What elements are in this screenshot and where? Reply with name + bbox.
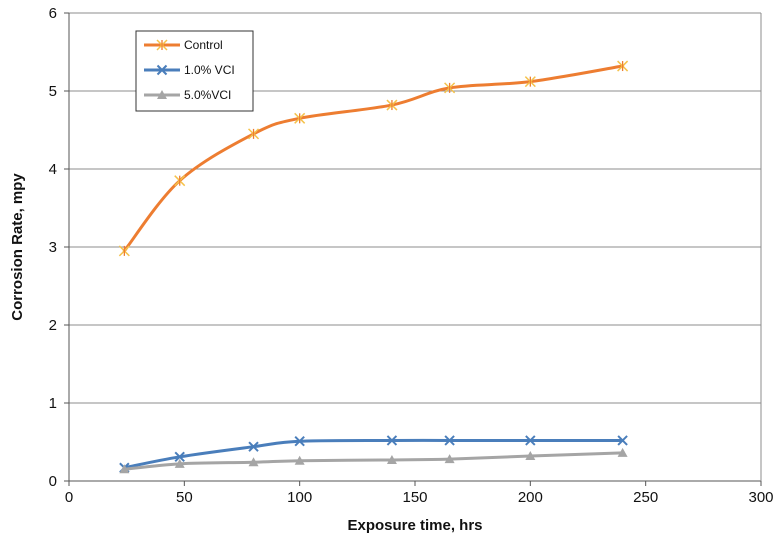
data-point-control: [248, 128, 260, 140]
data-point-5-0-vci: [119, 464, 130, 474]
legend-item-1-0-vci: 1.0% VCI: [144, 63, 235, 77]
y-tick-label: 2: [49, 317, 57, 334]
y-tick-label: 4: [49, 161, 57, 178]
legend-label-1-0-vci: 1.0% VCI: [184, 63, 235, 77]
data-point-control: [444, 82, 456, 94]
data-point-5-0-vci: [294, 455, 305, 465]
data-point-1-0-vci: [444, 435, 455, 446]
data-point-5-0-vci: [174, 458, 185, 468]
y-tick-label: 3: [49, 239, 57, 256]
legend-marker-5-0-vci: [157, 90, 167, 99]
data-point-control: [617, 60, 629, 72]
legend-item-control: Control: [144, 38, 223, 52]
x-tick-label: 200: [518, 489, 543, 506]
data-point-1-0-vci: [174, 451, 185, 463]
data-point-1-0-vci: [386, 435, 398, 446]
data-point-control: [294, 112, 306, 124]
x-tick-label: 250: [633, 489, 658, 506]
data-point-1-0-vci: [248, 441, 259, 452]
data-point-1-0-vci: [617, 435, 628, 446]
series-control: [118, 60, 629, 257]
axis-layer: 0 1 2 3 4 5 6 0 50 100 150 200 250 300: [49, 5, 774, 506]
data-point-5-0-vci: [525, 451, 536, 461]
x-tick-label: 300: [748, 489, 773, 506]
y-tick-label: 0: [49, 473, 57, 490]
y-tick-label: 1: [49, 395, 57, 412]
data-point-5-0-vci: [248, 457, 259, 467]
y-tick-label: 5: [49, 83, 57, 100]
legend-item-5-0-vci: 5.0%VCI: [144, 88, 231, 102]
legend-label-5-0-vci: 5.0%VCI: [184, 88, 231, 102]
data-point-control: [118, 245, 130, 257]
legend-marker-1-0-vci: [156, 64, 168, 76]
legend: Control 1.0% VCI 5.0%VCI: [135, 30, 254, 112]
series-layer: [118, 60, 629, 474]
data-point-5-0-vci: [444, 454, 455, 464]
x-axis-title: Exposure time, hrs: [347, 517, 482, 534]
series-5-0-vci: [119, 447, 628, 474]
data-point-control: [386, 99, 398, 111]
x-tick-label: 0: [65, 489, 73, 506]
y-tick-label: 6: [49, 5, 57, 22]
x-tick-label: 150: [402, 489, 427, 506]
x-tick-label: 100: [287, 489, 312, 506]
legend-marker-control: [156, 39, 168, 51]
legend-label-control: Control: [184, 38, 223, 52]
data-point-control: [174, 175, 186, 187]
data-point-1-0-vci: [294, 436, 305, 447]
data-point-5-0-vci: [386, 454, 397, 464]
data-point-1-0-vci: [525, 435, 536, 446]
y-axis-title: Corrosion Rate, mpy: [9, 173, 26, 321]
x-tick-label: 50: [176, 489, 193, 506]
series-1-0-vci: [119, 435, 628, 473]
data-point-5-0-vci: [617, 447, 628, 457]
data-point-control: [524, 76, 536, 88]
